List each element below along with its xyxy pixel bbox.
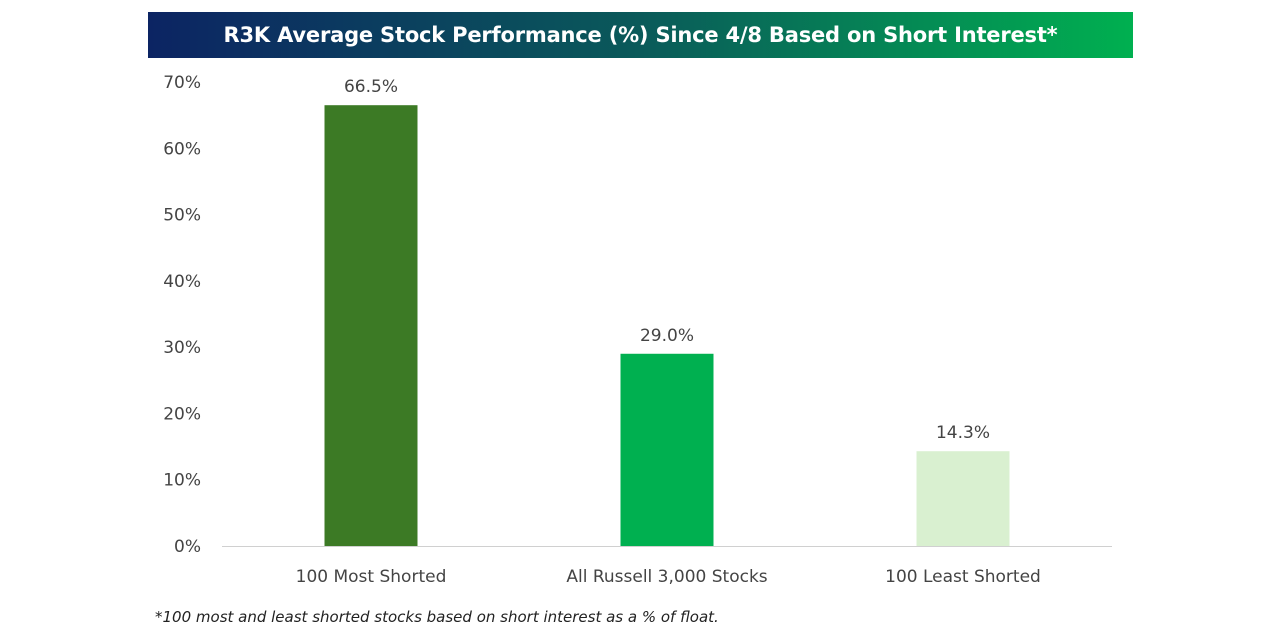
y-tick-label: 10%	[163, 471, 201, 491]
x-tick-label: 100 Least Shorted	[885, 567, 1041, 587]
data-label: 66.5%	[344, 77, 398, 97]
bar	[324, 105, 418, 546]
y-tick-label: 20%	[163, 404, 201, 424]
y-tick-label: 50%	[163, 206, 201, 226]
bar	[916, 451, 1010, 546]
y-tick-label: 70%	[163, 73, 201, 93]
data-label: 14.3%	[936, 423, 990, 443]
y-tick-label: 60%	[163, 139, 201, 159]
data-label: 29.0%	[640, 326, 694, 346]
y-tick-label: 40%	[163, 272, 201, 292]
chart-title: R3K Average Stock Performance (%) Since …	[148, 12, 1133, 58]
y-tick-label: 0%	[174, 537, 201, 557]
footnote: *100 most and least shorted stocks based…	[155, 608, 719, 626]
y-tick-label: 30%	[163, 338, 201, 358]
x-tick-label: All Russell 3,000 Stocks	[566, 567, 767, 587]
bar	[620, 353, 714, 546]
x-tick-label: 100 Most Shorted	[296, 567, 447, 587]
